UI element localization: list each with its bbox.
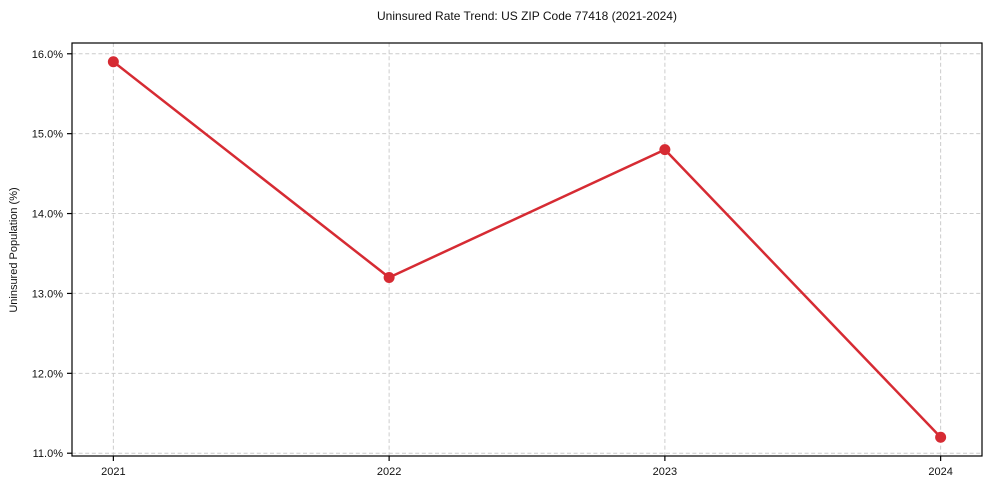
y-tick-label: 16.0%	[32, 49, 63, 61]
data-point-2024	[935, 431, 947, 443]
data-point-2022	[383, 271, 395, 283]
x-tick-label: 2024	[928, 466, 952, 478]
y-tick-label: 15.0%	[32, 129, 63, 141]
x-tick-label: 2022	[377, 466, 401, 478]
trend-line	[112, 60, 942, 439]
data-point-2023	[659, 144, 671, 156]
x-tick-label: 2023	[653, 466, 677, 478]
y-tick-label: 12.0%	[32, 368, 63, 380]
data-point-2021	[107, 56, 119, 68]
y-tick-label: 11.0%	[33, 448, 64, 460]
x-tick-label: 2021	[101, 466, 125, 478]
chart-title: Uninsured Rate Trend: US ZIP Code 77418 …	[377, 9, 677, 23]
y-tick-label: 13.0%	[32, 288, 63, 300]
plot-border	[71, 42, 983, 457]
y-tick-label: 14.0%	[32, 209, 63, 221]
